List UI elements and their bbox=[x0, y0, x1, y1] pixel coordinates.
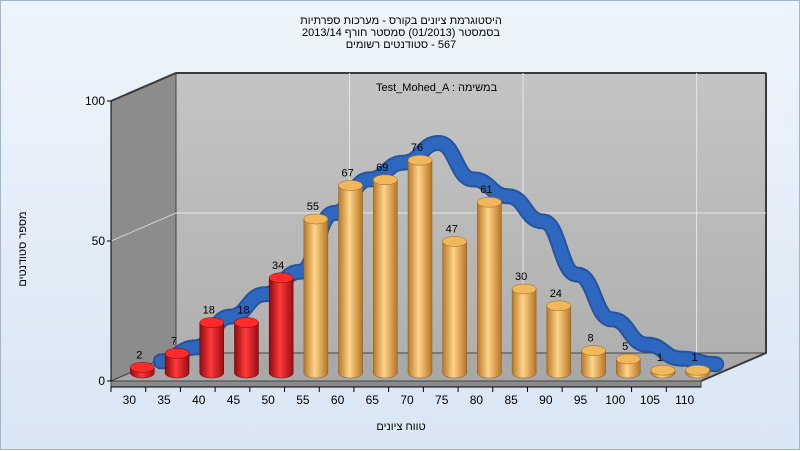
trend-ribbon bbox=[154, 137, 723, 371]
x-tick-label: 50 bbox=[261, 393, 275, 407]
bar bbox=[511, 283, 537, 379]
bar bbox=[685, 364, 710, 379]
bar-top bbox=[685, 364, 710, 376]
data-label: 55 bbox=[307, 201, 319, 213]
data-label: 18 bbox=[203, 305, 215, 317]
bar-body bbox=[268, 277, 294, 379]
bar-body bbox=[546, 305, 572, 379]
bar-top bbox=[268, 272, 294, 284]
bar-top bbox=[650, 364, 676, 376]
bar-top bbox=[199, 317, 225, 328]
bar-body bbox=[407, 159, 433, 379]
x-tick-label: 35 bbox=[157, 393, 171, 407]
bar-body bbox=[199, 322, 225, 379]
x-tick-label: 110 bbox=[675, 393, 694, 407]
data-label: 2 bbox=[136, 349, 142, 361]
data-label: 69 bbox=[376, 162, 388, 174]
x-tick-label: 90 bbox=[539, 393, 553, 407]
x-tick-label: 45 bbox=[227, 393, 241, 407]
data-label: 1 bbox=[657, 352, 663, 364]
bar-body bbox=[615, 358, 641, 379]
data-label: 5 bbox=[622, 341, 628, 353]
bar-top bbox=[303, 213, 329, 225]
bar bbox=[477, 196, 502, 379]
bar bbox=[130, 362, 155, 379]
gridline-side bbox=[110, 212, 177, 242]
data-label: 1 bbox=[692, 352, 698, 364]
x-tick-label: 60 bbox=[331, 393, 345, 407]
bar-top bbox=[511, 283, 537, 295]
data-label: 61 bbox=[480, 184, 492, 196]
bar-body bbox=[338, 185, 363, 379]
bar-body bbox=[234, 322, 259, 379]
bar-top bbox=[373, 174, 398, 186]
x-tick-label: 100 bbox=[605, 393, 625, 407]
data-label: 34 bbox=[272, 260, 284, 272]
bar-body bbox=[164, 353, 190, 379]
bar-top bbox=[130, 362, 155, 373]
data-label: 7 bbox=[171, 335, 177, 347]
x-axis-label: טווח ציונים bbox=[376, 421, 426, 433]
bar-body bbox=[373, 179, 398, 379]
bar bbox=[338, 180, 363, 379]
bar bbox=[199, 317, 225, 379]
x-tick-label: 70 bbox=[400, 393, 414, 407]
chart-title-line-2: בסמסטר (01/2013) סמסטר חורף 2013/14 bbox=[301, 27, 501, 39]
assignment-label: Test_Mohed_A : במשימה bbox=[376, 82, 498, 94]
bar-body bbox=[581, 350, 606, 379]
bar bbox=[164, 348, 190, 379]
x-tick-label: 85 bbox=[504, 393, 518, 407]
x-tick-label: 80 bbox=[470, 393, 484, 407]
bar bbox=[581, 345, 606, 379]
x-tick-label: 40 bbox=[192, 393, 206, 407]
bar-top bbox=[442, 236, 467, 247]
y-tick-label: 0 bbox=[98, 374, 105, 388]
x-tick-label: 105 bbox=[640, 393, 660, 407]
chart-title-line-3: 567 - סטודנטים רשומים bbox=[345, 39, 457, 51]
x-tick-label: 30 bbox=[123, 393, 137, 407]
data-label: 67 bbox=[341, 167, 353, 179]
bar bbox=[268, 272, 294, 379]
bar-top bbox=[581, 345, 606, 356]
bar bbox=[373, 174, 398, 379]
bar-body bbox=[511, 288, 537, 379]
bar bbox=[407, 154, 433, 379]
x-tick-label: 65 bbox=[366, 393, 380, 407]
bar-top bbox=[234, 317, 259, 328]
bar bbox=[615, 353, 641, 379]
bar-body bbox=[442, 241, 467, 379]
bar bbox=[234, 317, 259, 379]
wall-right-edge bbox=[700, 73, 767, 382]
bar-body bbox=[303, 218, 329, 379]
bar-top bbox=[615, 353, 641, 365]
bar-top bbox=[477, 196, 502, 208]
data-label: 8 bbox=[587, 333, 593, 345]
x-tick-label: 95 bbox=[574, 393, 588, 407]
bar-top bbox=[338, 180, 363, 191]
x-tick-label: 75 bbox=[435, 393, 449, 407]
chart-title-line-1: היסטוגרמת ציונים בקורס - מערכות ספרתיות bbox=[300, 15, 502, 27]
bar-top bbox=[546, 300, 572, 312]
x-tick-label: 55 bbox=[296, 393, 310, 407]
bar-top bbox=[164, 348, 190, 359]
bar bbox=[650, 364, 676, 379]
data-label: 76 bbox=[411, 142, 423, 154]
data-label: 30 bbox=[515, 271, 527, 283]
bar bbox=[303, 213, 329, 379]
floor-edge bbox=[110, 380, 702, 388]
bar bbox=[442, 236, 467, 379]
data-label: 47 bbox=[446, 223, 458, 235]
bar bbox=[546, 300, 572, 379]
data-label: 24 bbox=[550, 288, 562, 300]
data-label: 18 bbox=[237, 305, 249, 317]
bar-top bbox=[407, 154, 433, 166]
y-tick-label: 50 bbox=[92, 234, 106, 248]
bar-body bbox=[477, 201, 502, 379]
wall-top-edge bbox=[110, 72, 766, 102]
y-tick-label: 100 bbox=[85, 94, 105, 108]
y-axis-label: מספר סטודנטים bbox=[17, 211, 29, 287]
